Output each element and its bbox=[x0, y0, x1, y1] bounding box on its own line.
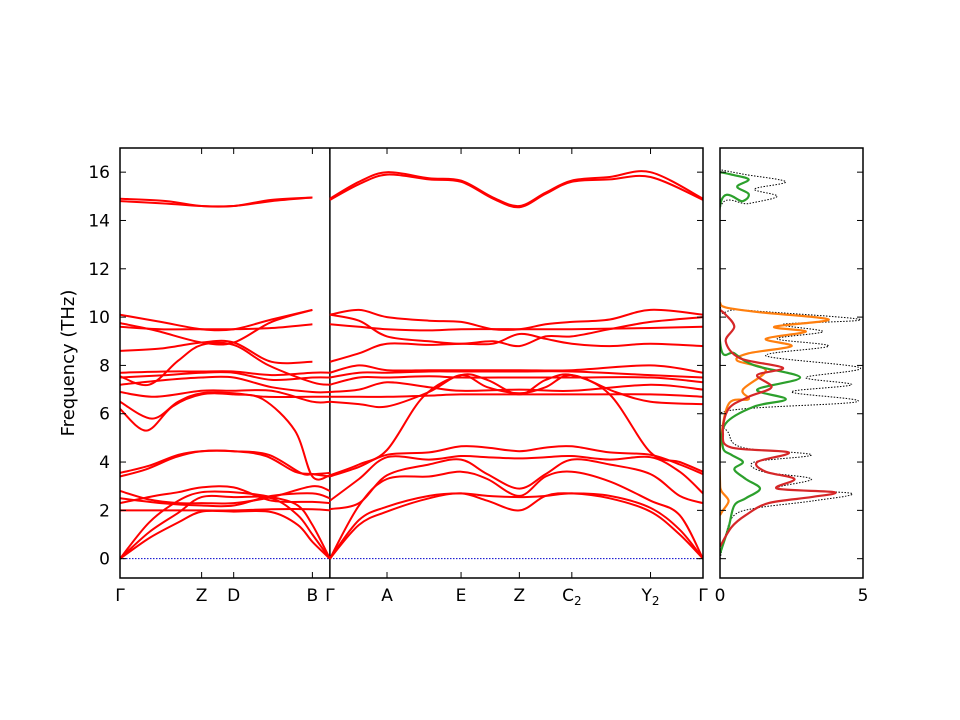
y-tick-label: 16 bbox=[88, 163, 110, 183]
high-symmetry-label: Γ bbox=[115, 586, 125, 606]
phonon-band-11 bbox=[120, 391, 330, 420]
y-tick-label: 4 bbox=[99, 453, 110, 473]
phonon-band-39 bbox=[329, 308, 703, 331]
phonon-band-20 bbox=[120, 308, 313, 332]
phonon-band-38 bbox=[329, 313, 703, 348]
phonon-bands bbox=[120, 170, 703, 560]
phonon-band-32 bbox=[329, 381, 703, 393]
phonon-band-25 bbox=[329, 470, 703, 560]
phonon-band-41 bbox=[329, 170, 703, 208]
phonon-band-16 bbox=[120, 341, 331, 387]
high-symmetry-label: C2 bbox=[562, 586, 582, 608]
phonon-band-6 bbox=[120, 492, 331, 508]
y-tick-label: 12 bbox=[88, 260, 110, 280]
phonon-band-26 bbox=[329, 458, 703, 511]
phonon-band-17 bbox=[120, 339, 313, 365]
phonon-band-35 bbox=[329, 364, 703, 374]
band-plot-border bbox=[119, 147, 704, 579]
phonon-band-5 bbox=[120, 485, 330, 505]
phonon-band-22 bbox=[120, 196, 313, 208]
high-symmetry-label: Γ bbox=[325, 586, 335, 606]
phonon-band-12 bbox=[120, 389, 330, 404]
y-tick-label: 10 bbox=[88, 308, 110, 328]
dos-y-ticks bbox=[720, 171, 863, 560]
phonon-band-31 bbox=[329, 393, 703, 398]
phonon-band-2 bbox=[120, 494, 331, 560]
high-symmetry-label: Z bbox=[196, 586, 208, 606]
phonon-band-3 bbox=[120, 490, 331, 560]
high-symmetry-label: B bbox=[307, 586, 319, 606]
dos-curve-1 bbox=[720, 169, 861, 559]
y-tick-label: 2 bbox=[99, 501, 110, 521]
phonon-band-13 bbox=[120, 375, 330, 394]
phonon-band-36 bbox=[329, 332, 703, 363]
dos-plot-border bbox=[719, 147, 864, 579]
phonon-band-28 bbox=[329, 445, 703, 478]
phonon-band-10 bbox=[120, 392, 331, 481]
dos-curve-2 bbox=[720, 301, 830, 516]
phonon-band-9 bbox=[120, 449, 330, 476]
band-plot-frame bbox=[120, 148, 703, 578]
phonon-band-37 bbox=[329, 323, 703, 332]
y-axis-label: Frequency (THz) bbox=[58, 290, 79, 437]
x-ticks: Γ Z D B Γ A E Z C2 Y2 Γ bbox=[115, 148, 708, 608]
high-symmetry-label: A bbox=[381, 586, 393, 606]
phonon-band-34 bbox=[329, 370, 703, 379]
high-symmetry-label: D bbox=[227, 586, 240, 606]
phonon-band-30 bbox=[329, 374, 703, 409]
dos-curve-3 bbox=[720, 171, 802, 555]
high-symmetry-label: Z bbox=[514, 586, 526, 606]
high-symmetry-label: Y2 bbox=[641, 586, 660, 608]
phonon-band-19 bbox=[120, 308, 313, 346]
phonon-band-23 bbox=[329, 492, 703, 560]
y-tick-label: 6 bbox=[99, 405, 110, 425]
phonon-band-27 bbox=[329, 454, 703, 502]
y-tick-label: 8 bbox=[99, 356, 110, 376]
phonon-band-14 bbox=[120, 371, 330, 382]
phonon-band-24 bbox=[329, 492, 703, 560]
phonon-band-40 bbox=[329, 173, 703, 209]
phonon-band-1 bbox=[120, 509, 331, 560]
high-symmetry-label: Γ bbox=[698, 586, 708, 606]
phonon-band-7 bbox=[120, 485, 331, 505]
dos-curves bbox=[720, 169, 861, 559]
high-symmetry-label: E bbox=[456, 586, 467, 606]
phonon-band-33 bbox=[329, 375, 703, 386]
dos-x-tick-label: 0 bbox=[715, 586, 726, 606]
dos-curve-4 bbox=[720, 309, 837, 548]
y-tick-label: 14 bbox=[88, 211, 110, 231]
y-ticks: 0 2 4 6 8 10 12 14 16 bbox=[88, 163, 703, 570]
y-tick-label: 0 bbox=[99, 550, 110, 570]
phonon-band-4 bbox=[120, 508, 330, 512]
dos-x-tick-label: 5 bbox=[858, 586, 869, 606]
